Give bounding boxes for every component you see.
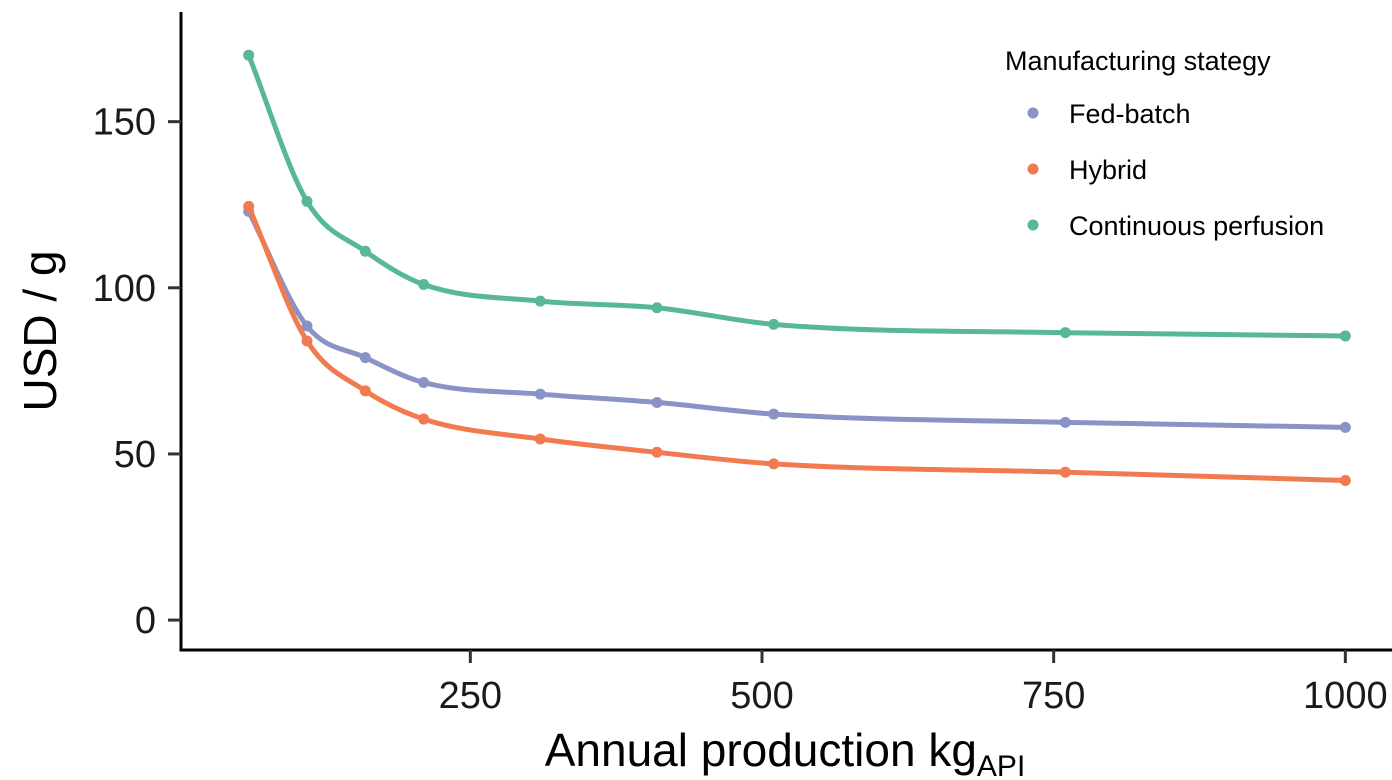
legend-swatch bbox=[1027, 163, 1039, 175]
legend-label: Continuous perfusion bbox=[1069, 211, 1324, 241]
x-axis-title: Annual production kgAPI bbox=[545, 724, 1026, 780]
legend-item-fed-batch: Fed-batch bbox=[1027, 99, 1191, 129]
x-tick-label: 1000 bbox=[1303, 675, 1388, 717]
legend-title: Manufacturing stategy bbox=[1005, 46, 1271, 76]
series-line bbox=[246, 203, 1348, 483]
data-point bbox=[243, 200, 255, 212]
x-tick-label: 750 bbox=[1022, 675, 1085, 717]
series-hybrid bbox=[243, 200, 1351, 487]
data-point bbox=[1059, 327, 1071, 339]
data-point bbox=[418, 278, 430, 290]
data-point bbox=[359, 352, 371, 364]
series-fed-batch bbox=[243, 205, 1351, 433]
series-line bbox=[246, 52, 1348, 339]
data-point bbox=[768, 458, 780, 470]
y-axis-ticks: 0 50 100 150 bbox=[93, 102, 181, 642]
y-tick-label: 150 bbox=[93, 102, 156, 144]
data-point bbox=[768, 408, 780, 420]
series-line bbox=[246, 208, 1348, 430]
legend-label: Fed-batch bbox=[1069, 99, 1191, 129]
series-layer bbox=[243, 49, 1351, 487]
data-point bbox=[768, 318, 780, 330]
x-tick-label: 250 bbox=[439, 675, 502, 717]
y-tick-label: 50 bbox=[114, 434, 156, 476]
data-point bbox=[301, 195, 313, 207]
data-point bbox=[418, 377, 430, 389]
series-continuous-perfusion bbox=[243, 49, 1351, 342]
x-axis-title-subscript: API bbox=[977, 750, 1025, 780]
x-tick-label: 500 bbox=[730, 675, 793, 717]
data-point bbox=[534, 295, 546, 307]
data-point bbox=[1059, 416, 1071, 428]
data-point bbox=[243, 49, 255, 61]
data-point bbox=[534, 433, 546, 445]
legend-item-hybrid: Hybrid bbox=[1027, 155, 1147, 185]
legend-swatch bbox=[1027, 219, 1039, 231]
data-point bbox=[359, 385, 371, 397]
y-tick-label: 100 bbox=[93, 268, 156, 310]
x-axis-title-main: Annual production kg bbox=[545, 724, 977, 776]
legend: Manufacturing stategy Fed-batch Hybrid Con… bbox=[1005, 46, 1324, 241]
y-tick-label: 0 bbox=[135, 600, 156, 642]
data-point bbox=[1059, 466, 1071, 478]
data-point bbox=[418, 413, 430, 425]
legend-item-continuous-perfusion: Continuous perfusion bbox=[1027, 211, 1324, 241]
data-point bbox=[651, 446, 663, 458]
legend-items: Fed-batch Hybrid Continuous perfusion bbox=[1027, 99, 1324, 241]
data-point bbox=[651, 302, 663, 314]
data-point bbox=[359, 245, 371, 257]
data-point bbox=[1339, 421, 1351, 433]
data-point bbox=[534, 388, 546, 400]
y-axis-title: USD / g bbox=[14, 250, 66, 411]
legend-swatch bbox=[1027, 107, 1039, 119]
x-axis-ticks: 250 500 750 1000 bbox=[439, 650, 1388, 717]
data-point bbox=[301, 335, 313, 347]
data-point bbox=[301, 320, 313, 332]
legend-label: Hybrid bbox=[1069, 155, 1147, 185]
data-point bbox=[1339, 330, 1351, 342]
data-point bbox=[1339, 475, 1351, 487]
data-point bbox=[651, 396, 663, 408]
